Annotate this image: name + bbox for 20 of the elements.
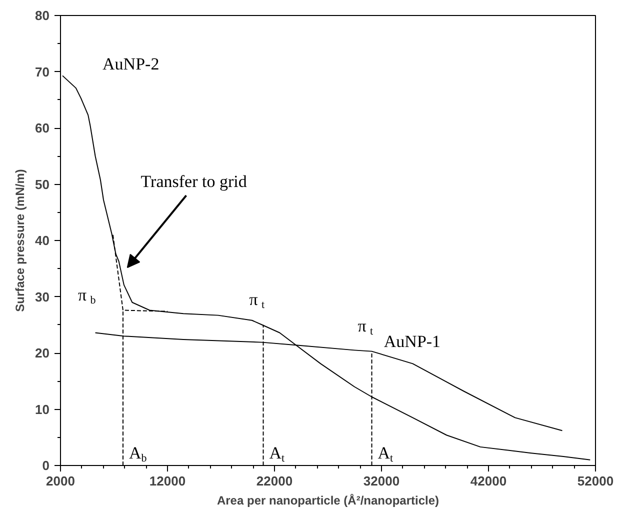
x-tick-label: 52000 <box>577 474 614 488</box>
y-axis-title: Surface pressure (mN/m) <box>13 169 28 312</box>
y-tick-label: 20 <box>35 346 50 360</box>
y-tick-label: 40 <box>35 233 50 248</box>
x-tick-label: 22000 <box>256 474 293 488</box>
y-tick-label: 10 <box>35 402 50 417</box>
annotation: Transfer to grid <box>140 172 248 191</box>
series-label: AuNP-2 <box>102 54 160 74</box>
y-tick-label: 70 <box>35 64 50 80</box>
series-label: AuNP-1 <box>384 332 441 351</box>
x-tick-label: 42000 <box>470 474 507 488</box>
y-tick-label: 80 <box>35 8 50 23</box>
x-tick-label: 32000 <box>363 474 400 488</box>
y-tick-label: 0 <box>42 458 50 473</box>
x-tick-label: 2000 <box>46 474 75 488</box>
x-axis-title: Area per nanoparticle (Å²/nanoparticle) <box>216 494 440 508</box>
y-tick-label: 50 <box>35 176 50 192</box>
x-tick-label: 12000 <box>149 474 186 488</box>
y-tick-label: 30 <box>35 289 50 304</box>
y-tick-label: 60 <box>35 120 50 136</box>
